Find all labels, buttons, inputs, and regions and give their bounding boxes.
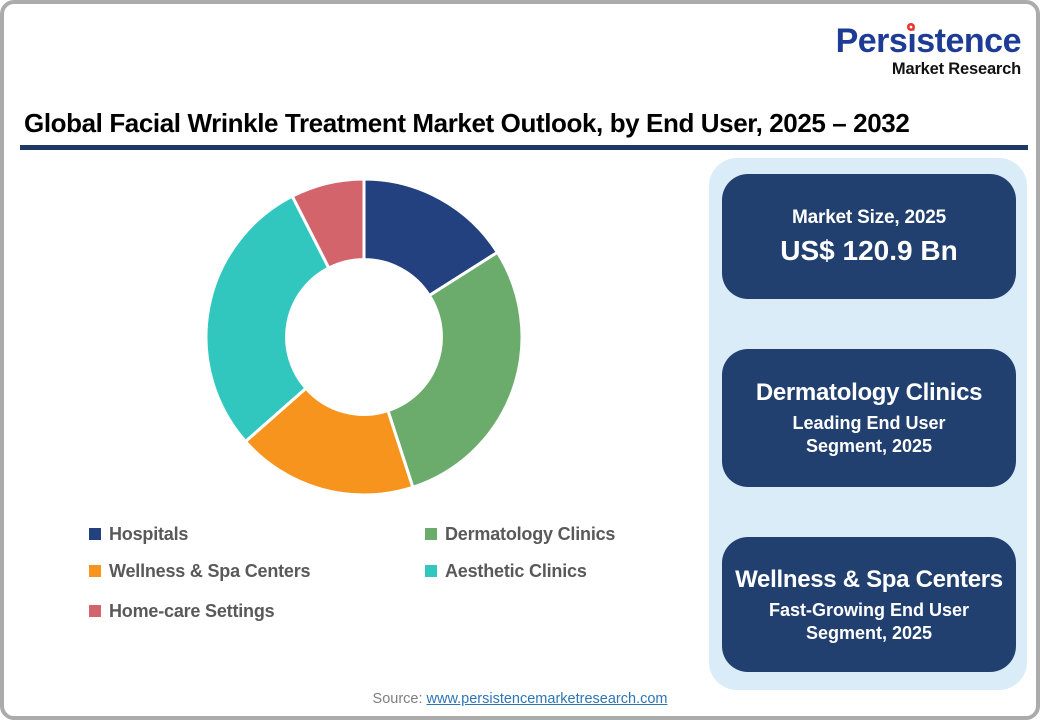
info-panel: Market Size, 2025 US$ 120.9 Bn Dermatolo… xyxy=(709,158,1027,690)
donut-svg xyxy=(204,177,524,497)
leading-segment-card: Dermatology Clinics Leading End User Seg… xyxy=(722,349,1016,487)
source-line: Source: www.persistencemarketresearch.com xyxy=(4,691,1036,707)
legend-item-wellness-spa-centers: Wellness & Spa Centers xyxy=(89,560,311,582)
legend-item-home-care-settings: Home-care Settings xyxy=(89,600,275,622)
market-size-card: Market Size, 2025 US$ 120.9 Bn xyxy=(722,174,1016,299)
page-title: Global Facial Wrinkle Treatment Market O… xyxy=(24,108,910,138)
market-size-value: US$ 120.9 Bn xyxy=(780,234,958,266)
fast-growing-segment-card: Wellness & Spa Centers Fast-Growing End … xyxy=(722,537,1016,672)
logo: Persistence Market Research xyxy=(835,22,1022,79)
fast-growing-segment-line2: Segment, 2025 xyxy=(805,622,933,643)
source-label: Source: xyxy=(372,691,423,707)
logo-subtitle: Market Research xyxy=(891,60,1021,78)
donut-segment-hospitals xyxy=(362,177,499,298)
legend-swatch-wellness-spa-centers xyxy=(89,565,101,577)
legend-swatch-aesthetic-clinics xyxy=(425,565,437,577)
legend-swatch-hospitals xyxy=(89,528,101,540)
leading-segment-title: Dermatology Clinics xyxy=(755,379,983,406)
legend-swatch-dermatology-clinics xyxy=(425,528,437,540)
legend-item-aesthetic-clinics: Aesthetic Clinics xyxy=(425,560,587,582)
donut-segment-wellness-spa-centers xyxy=(243,386,415,497)
donut-segment-dermatology-clinics xyxy=(386,250,524,489)
leading-segment-line2: Segment, 2025 xyxy=(805,436,933,456)
title-underline xyxy=(20,145,1028,150)
fast-growing-segment-title: Wellness & Spa Centers xyxy=(735,565,1003,593)
fast-growing-segment-line1: Fast-Growing End User xyxy=(768,599,970,620)
logo-i-red-dot: i xyxy=(907,22,917,60)
legend-label-aesthetic-clinics: Aesthetic Clinics xyxy=(445,560,587,581)
logo-wordmark: Persistence xyxy=(835,22,1022,60)
legend-label-wellness-spa-centers: Wellness & Spa Centers xyxy=(109,560,311,581)
donut-segment-aesthetic-clinics xyxy=(204,194,331,443)
donut-chart xyxy=(194,167,534,507)
source-link[interactable]: www.persistencemarketresearch.com xyxy=(426,691,668,707)
legend-item-hospitals: Hospitals xyxy=(89,523,188,545)
legend-swatch-home-care-settings xyxy=(89,605,101,617)
leading-segment-line1: Leading End User xyxy=(792,413,946,433)
legend-label-home-care-settings: Home-care Settings xyxy=(109,600,275,621)
legend-label-hospitals: Hospitals xyxy=(109,523,189,544)
legend-item-dermatology-clinics: Dermatology Clinics xyxy=(425,523,615,545)
market-size-label: Market Size, 2025 xyxy=(792,206,946,228)
donut-segment-home-care-settings xyxy=(290,177,366,270)
legend-label-dermatology-clinics: Dermatology Clinics xyxy=(445,523,616,544)
